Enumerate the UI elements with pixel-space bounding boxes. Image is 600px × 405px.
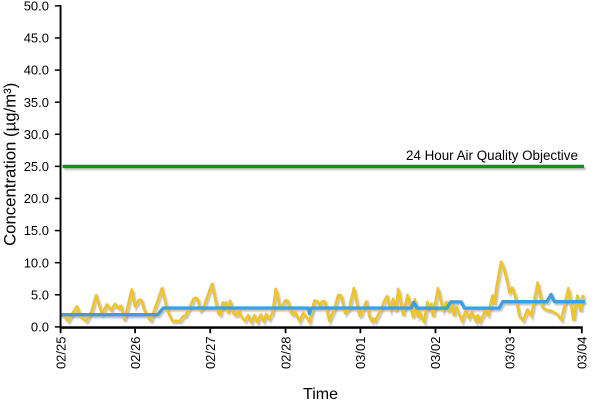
svg-text:15.0: 15.0	[24, 223, 49, 238]
svg-text:0.0: 0.0	[31, 320, 49, 335]
svg-text:02/25: 02/25	[53, 337, 68, 370]
svg-text:20.0: 20.0	[24, 191, 49, 206]
svg-text:03/02: 03/02	[428, 337, 443, 370]
svg-text:02/26: 02/26	[128, 337, 143, 370]
svg-text:02/28: 02/28	[278, 337, 293, 370]
svg-text:03/04: 03/04	[575, 337, 590, 370]
svg-text:45.0: 45.0	[24, 31, 49, 46]
svg-text:10.0: 10.0	[24, 255, 49, 270]
svg-text:40.0: 40.0	[24, 63, 49, 78]
svg-text:24 Hour Air Quality Objective: 24 Hour Air Quality Objective	[406, 148, 578, 163]
svg-text:03/01: 03/01	[353, 337, 368, 370]
svg-text:5.0: 5.0	[31, 287, 49, 302]
svg-text:03/03: 03/03	[503, 337, 518, 370]
svg-text:30.0: 30.0	[24, 127, 49, 142]
svg-text:Time: Time	[303, 386, 338, 400]
svg-text:50.0: 50.0	[24, 0, 49, 13]
svg-text:25.0: 25.0	[24, 159, 49, 174]
svg-text:35.0: 35.0	[24, 95, 49, 110]
svg-text:02/27: 02/27	[203, 337, 218, 370]
svg-text:Concentration (µg/m³): Concentration (µg/m³)	[1, 83, 20, 246]
